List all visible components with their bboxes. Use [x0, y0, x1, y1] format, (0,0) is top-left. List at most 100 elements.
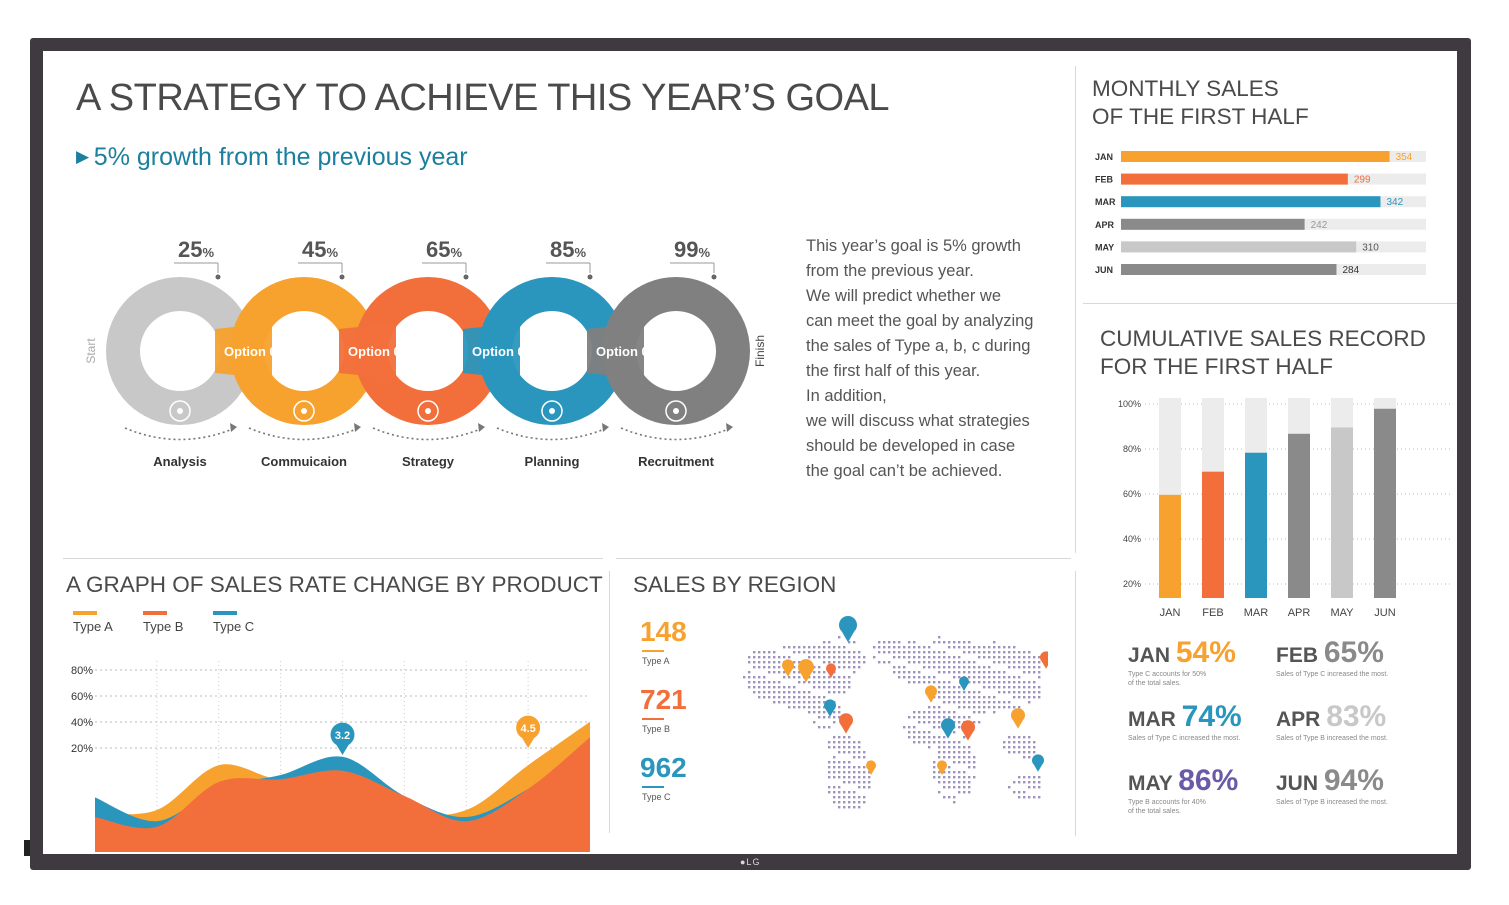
map-dot — [833, 766, 836, 769]
map-dot — [1003, 661, 1006, 664]
process-percent: 25% — [178, 237, 214, 262]
map-dot — [933, 761, 936, 764]
map-dot — [848, 801, 851, 804]
map-dot — [798, 661, 801, 664]
map-dot — [1013, 666, 1016, 669]
map-dot — [1013, 751, 1016, 754]
map-dot — [823, 651, 826, 654]
map-dot — [753, 686, 756, 689]
map-dot — [858, 776, 861, 779]
map-dot — [853, 661, 856, 664]
map-dot — [963, 641, 966, 644]
map-dot — [838, 791, 841, 794]
map-dot — [993, 701, 996, 704]
map-dot — [968, 651, 971, 654]
map-dot — [948, 771, 951, 774]
map-dot — [793, 671, 796, 674]
map-dot — [948, 781, 951, 784]
map-dot — [798, 706, 801, 709]
map-dot — [963, 696, 966, 699]
process-infographic: 25% Analysis Option 01 45% Commuicaion Option… — [84, 237, 767, 469]
map-dot — [888, 651, 891, 654]
monthly-title-line2: OF THE FIRST HALF — [1092, 104, 1309, 129]
cum-bar — [1202, 471, 1224, 598]
map-dot — [848, 651, 851, 654]
map-dot — [838, 776, 841, 779]
cumulative-stats: JAN 54% Type C accounts for 50% of the to… — [1123, 636, 1453, 826]
map-dot — [833, 801, 836, 804]
map-dot — [943, 741, 946, 744]
process-option-label: Option 03 — [472, 344, 532, 359]
map-dot — [833, 661, 836, 664]
map-dot — [833, 721, 836, 724]
map-dot — [1003, 651, 1006, 654]
process-step-label: Strategy — [402, 454, 455, 469]
map-dot — [833, 711, 836, 714]
map-dot — [793, 706, 796, 709]
map-dot — [968, 661, 971, 664]
map-dot — [843, 691, 846, 694]
map-dot — [1038, 686, 1041, 689]
map-dot — [1013, 681, 1016, 684]
map-dot — [958, 716, 961, 719]
map-dot — [958, 656, 961, 659]
map-dot — [823, 681, 826, 684]
map-dot — [978, 696, 981, 699]
map-dot — [1028, 666, 1031, 669]
cum-stat-percent: 94% — [1323, 764, 1384, 797]
lightbulb-icon-dot — [673, 408, 679, 414]
map-dot — [758, 686, 761, 689]
map-dot — [928, 711, 931, 714]
map-dot — [888, 646, 891, 649]
map-dot — [963, 771, 966, 774]
map-dot — [823, 711, 826, 714]
map-dot — [828, 791, 831, 794]
map-dot — [948, 786, 951, 789]
map-dot — [848, 661, 851, 664]
map-dot — [748, 661, 751, 664]
monthly-bar — [1121, 241, 1357, 253]
map-dot — [958, 726, 961, 729]
map-pin-icon — [925, 685, 937, 703]
map-dot — [988, 706, 991, 709]
map-dot — [783, 656, 786, 659]
map-dot — [1013, 741, 1016, 744]
map-dot — [928, 681, 931, 684]
arc-arrow — [726, 423, 733, 432]
monthly-category-label: MAY — [1095, 242, 1114, 252]
map-dot — [878, 651, 881, 654]
cum-y-tick: 40% — [1123, 534, 1141, 544]
map-dot — [873, 646, 876, 649]
map-dot — [1008, 686, 1011, 689]
map-dot — [888, 661, 891, 664]
process-percent: 65% — [426, 237, 462, 262]
map-dot — [938, 706, 941, 709]
map-dot — [938, 741, 941, 744]
map-dot — [998, 651, 1001, 654]
map-dot — [1023, 736, 1026, 739]
map-dot — [1028, 656, 1031, 659]
map-dot — [783, 671, 786, 674]
map-dot — [998, 686, 1001, 689]
map-dot — [948, 681, 951, 684]
map-dot — [838, 691, 841, 694]
map-dot — [903, 656, 906, 659]
monthly-category-label: APR — [1095, 220, 1115, 230]
map-dot — [1033, 741, 1036, 744]
map-dot — [853, 791, 856, 794]
map-dot — [833, 651, 836, 654]
cum-stat-item: APR 83% Sales of Type B increased the mos… — [1276, 700, 1396, 743]
map-dot — [843, 796, 846, 799]
map-dot — [843, 651, 846, 654]
map-pin-icon — [824, 699, 836, 717]
arc-arrow — [478, 423, 485, 432]
map-dot — [833, 771, 836, 774]
map-dot — [883, 651, 886, 654]
map-dot — [973, 646, 976, 649]
map-dot — [1028, 671, 1031, 674]
lg-logo: ●LG — [740, 857, 761, 867]
map-dot — [913, 656, 916, 659]
map-dot — [833, 761, 836, 764]
database-icon — [541, 400, 563, 422]
